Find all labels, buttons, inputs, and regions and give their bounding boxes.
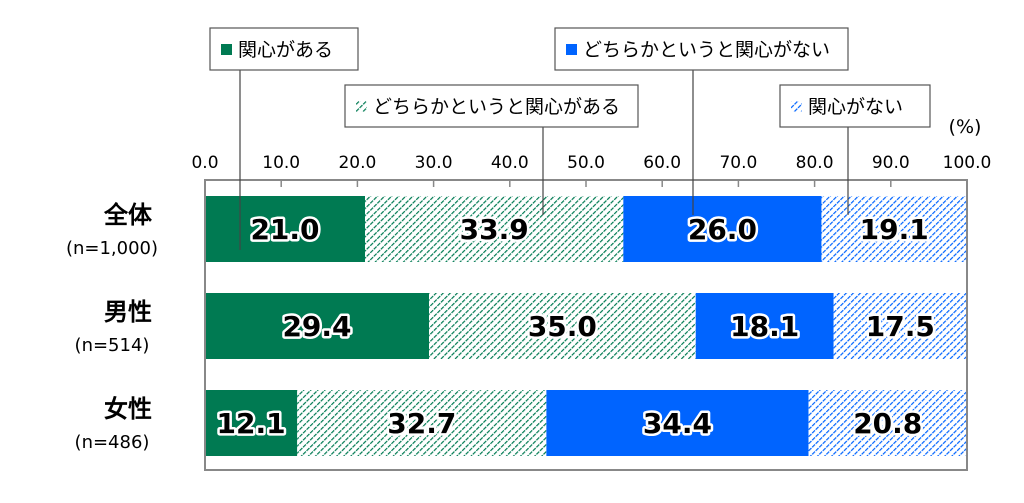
bar-segment [365, 196, 624, 262]
unit-label: (%) [949, 116, 982, 138]
data-label: 29.4 [282, 310, 351, 343]
bar-segment [546, 390, 809, 456]
bar-segment [833, 293, 967, 359]
legend-box [209, 27, 359, 71]
sample-size-label: (n=486) [75, 432, 150, 453]
x-tick-label: 0.0 [191, 153, 218, 173]
category-label: 男性 [104, 298, 152, 326]
data-label: 34.4 [643, 407, 712, 440]
legend-swatch [356, 101, 367, 112]
x-tick-label: 40.0 [491, 153, 529, 173]
x-tick-label: 80.0 [796, 153, 834, 173]
bar-segment [205, 390, 298, 456]
bar-segment [205, 196, 366, 262]
legend-item: どちらかというと関心がない [554, 27, 849, 215]
data-label: 32.7 [387, 407, 456, 440]
category-label: 全体 [103, 201, 153, 229]
bar-segment [695, 293, 834, 359]
data-label: 26.0 [688, 213, 757, 246]
data-label: 35.0 [528, 310, 597, 343]
legend-label: 関心がある [238, 39, 333, 61]
bar-segment [623, 196, 822, 262]
sample-size-label: (n=514) [75, 335, 150, 356]
legend-box [554, 27, 849, 71]
legend-item: どちらかというと関心がある [344, 84, 639, 215]
bar-segment [821, 196, 967, 262]
legend-item: 関心がない [779, 84, 931, 215]
x-tick-label: 20.0 [338, 153, 376, 173]
x-tick-label: 10.0 [262, 153, 300, 173]
bar-segment [808, 390, 967, 456]
legend-swatch [221, 44, 232, 55]
legend-swatch [566, 44, 577, 55]
legend-label: どちらかというと関心がない [583, 39, 830, 61]
category-label: 女性 [104, 395, 152, 423]
legend-label: 関心がない [808, 96, 903, 118]
legend-label: どちらかというと関心がある [373, 96, 620, 118]
legend-item: 関心がある [209, 27, 359, 250]
data-label: 18.1 [730, 310, 799, 343]
legend-swatch [791, 101, 802, 112]
x-tick-label: 30.0 [415, 153, 453, 173]
x-tick-label: 90.0 [872, 153, 910, 173]
bar-segment [429, 293, 696, 359]
data-label: 21.0 [250, 213, 319, 246]
x-tick-label: 60.0 [643, 153, 681, 173]
legend-box [344, 84, 639, 128]
x-tick-label: 70.0 [719, 153, 757, 173]
legend-box [779, 84, 931, 128]
data-label: 33.9 [460, 213, 529, 246]
plot-frame [204, 179, 968, 471]
sample-size-label: (n=1,000) [66, 238, 158, 259]
x-tick-label: 50.0 [567, 153, 605, 173]
x-tick-label: 100.0 [943, 153, 992, 173]
bar-segment [205, 293, 430, 359]
data-label: 17.5 [866, 310, 935, 343]
bar-segment [297, 390, 547, 456]
data-label: 12.1 [217, 407, 286, 440]
data-label: 19.1 [860, 213, 929, 246]
data-label: 20.8 [853, 407, 922, 440]
